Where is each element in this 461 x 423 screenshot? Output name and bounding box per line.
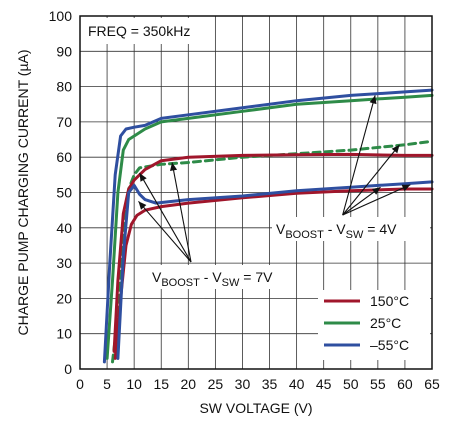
y-tick-labels: 0 10 20 30 40 50 60 70 80 90 100: [49, 8, 73, 377]
annotation-4v-sub1: BOOST: [285, 229, 324, 241]
series-line: [116, 180, 434, 360]
x-tick-label: 35: [262, 376, 278, 392]
y-tick-label: 20: [56, 290, 72, 306]
annotation-vboost-4v: VBOOST - VSW = 4V: [272, 217, 430, 241]
y-tick-label: 80: [56, 79, 72, 95]
series-line: [102, 88, 434, 364]
legend-label-25c: 25°C: [370, 315, 401, 331]
annotation-4v-background: [272, 217, 430, 241]
annotation-4v-tail: = 4V: [363, 221, 397, 237]
annotation-arrowhead: [391, 144, 400, 154]
y-tick-label: 90: [56, 43, 72, 59]
x-tick-label: 50: [343, 376, 359, 392]
annotation-vboost-7v: VBOOST - VSW = 7V: [148, 265, 296, 289]
annotation-arrowhead: [369, 95, 377, 105]
series-line: [113, 187, 434, 360]
annotation-arrow: [171, 162, 192, 263]
annotation-7v-background: [148, 265, 296, 289]
y-tick-label: 60: [56, 149, 72, 165]
annotation-arrow: [138, 200, 192, 263]
x-tick-label: 25: [208, 376, 224, 392]
annotation-4v-mid: - V: [324, 221, 346, 237]
x-tick-label: 5: [103, 376, 111, 392]
legend-label-minus55c: –55°C: [370, 337, 409, 353]
plot-frame: [79, 15, 433, 370]
y-tick-label: 70: [56, 114, 72, 130]
series-line: [105, 93, 434, 360]
annotation-4v-text: VBOOST - VSW = 4V: [276, 221, 397, 241]
series-line: [111, 139, 434, 364]
x-tick-label: 40: [289, 376, 305, 392]
x-axis-title: SW VOLTAGE (V): [199, 400, 312, 416]
annotation-arrowhead: [138, 201, 147, 210]
x-tick-label: 15: [153, 376, 169, 392]
x-tick-label: 20: [181, 376, 197, 392]
annotation-arrow: [342, 184, 411, 216]
freq-label: FREQ = 350kHz: [88, 23, 190, 39]
y-tick-label: 40: [56, 220, 72, 236]
annotation-4v-sub2: SW: [346, 229, 364, 241]
y-axis-title: CHARGE PUMP CHARGING CURRENT (µA): [15, 49, 31, 335]
y-tick-label: 0: [64, 361, 72, 377]
x-tick-label: 60: [397, 376, 413, 392]
legend: 150°C 25°C –55°C: [318, 290, 430, 360]
x-tick-label: 0: [76, 376, 84, 392]
y-tick-label: 30: [56, 255, 72, 271]
annotation-arrow: [342, 144, 400, 216]
y-tick-label: 100: [49, 8, 73, 24]
annotation-7v-sub2: SW: [222, 277, 240, 289]
annotation-7v-tail: = 7V: [239, 269, 273, 285]
x-tick-label: 55: [370, 376, 386, 392]
annotation-7v-sub1: BOOST: [161, 277, 200, 289]
annotation-7v-main: V: [152, 269, 162, 285]
y-tick-label: 10: [56, 326, 72, 342]
freq-label-box: [82, 18, 204, 44]
x-tick-label: 45: [316, 376, 332, 392]
x-tick-label: 10: [126, 376, 142, 392]
series-lines: [102, 88, 434, 364]
legend-label-150c: 150°C: [370, 293, 409, 309]
annotation-arrowhead: [139, 173, 147, 182]
annotation-arrowhead: [170, 162, 178, 171]
x-tick-label: 65: [424, 376, 440, 392]
annotation-arrowhead: [372, 187, 381, 195]
series-line: [112, 152, 434, 353]
annotation-arrows: [138, 95, 411, 263]
y-tick-label: 50: [56, 185, 72, 201]
annotation-arrow: [139, 172, 192, 263]
x-tick-labels: 0 5 10 15 20 25 30 35 40 45 50 55 60 65: [76, 376, 440, 392]
annotation-7v-text: VBOOST - VSW = 7V: [152, 269, 273, 289]
annotation-4v-main: V: [276, 221, 286, 237]
annotation-7v-mid: - V: [200, 269, 222, 285]
annotation-arrow: [342, 95, 376, 216]
annotation-arrowhead: [401, 184, 411, 192]
x-tick-label: 30: [235, 376, 251, 392]
